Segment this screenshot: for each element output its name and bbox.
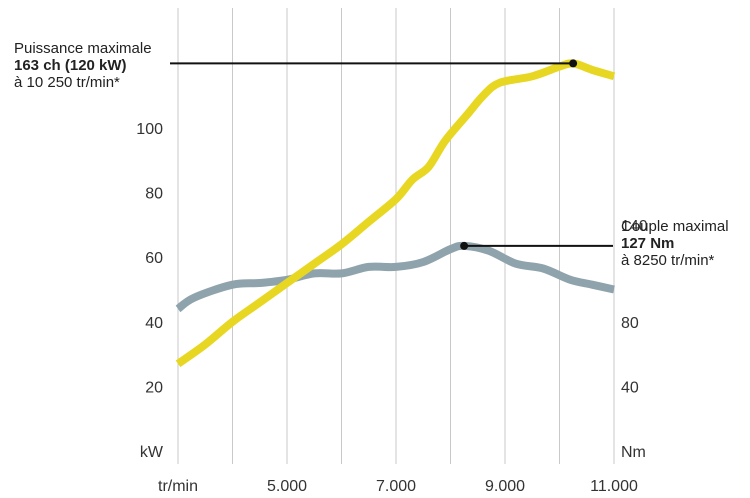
x-tick-label: 5.000 — [267, 478, 307, 495]
power-annotation-title: Puissance maximale — [14, 40, 152, 57]
power-annotation-rpm: à 10 250 tr/min* — [14, 74, 120, 91]
left-tick-label: 40 — [145, 315, 163, 332]
data-series — [175, 59, 616, 368]
annotation-lines — [170, 59, 613, 250]
torque-max-marker — [460, 241, 469, 250]
left-tick-label: 20 — [145, 379, 163, 396]
torque-annotation: Couple maximal 127 Nm à 8250 tr/min* — [621, 218, 729, 269]
x-tick-label: 11.000 — [590, 478, 638, 495]
left-axis-unit: kW — [140, 444, 164, 461]
power-annotation-value: 163 ch (120 kW) — [14, 57, 127, 74]
x-tick-label: 9.000 — [485, 478, 525, 495]
x-tick-label: tr/min — [158, 478, 198, 495]
right-tick-label: 80 — [621, 315, 639, 332]
left-tick-label: 60 — [145, 250, 163, 267]
power-annotation: Puissance maximale 163 ch (120 kW) à 10 … — [14, 40, 152, 91]
power-max-marker — [569, 59, 578, 68]
left-tick-label: 100 — [136, 121, 163, 138]
axis-ticks: tr/min 5.000 7.000 9.000 11.000 20 40 60 80 100 kW… — [136, 121, 648, 495]
vertical-grid — [177, 8, 615, 464]
left-tick-label: 80 — [145, 186, 163, 203]
right-tick-label: 140 — [621, 218, 648, 235]
x-tick-label: 7.000 — [376, 478, 416, 495]
torque-curve — [175, 241, 615, 313]
power-curve — [175, 59, 616, 368]
right-tick-label: 40 — [621, 379, 639, 396]
torque-annotation-value: 127 Nm — [621, 235, 675, 252]
torque-annotation-rpm: à 8250 tr/min* — [621, 252, 715, 269]
right-axis-unit: Nm — [621, 444, 646, 461]
torque-annotation-title: Couple maximal — [621, 218, 729, 235]
